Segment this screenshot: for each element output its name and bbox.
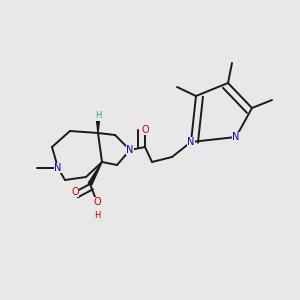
Text: H: H xyxy=(94,211,100,220)
Text: N: N xyxy=(232,132,240,142)
Polygon shape xyxy=(96,116,100,133)
Text: O: O xyxy=(93,197,101,207)
Text: H: H xyxy=(95,112,101,121)
Polygon shape xyxy=(88,162,102,185)
Text: N: N xyxy=(54,163,62,173)
Text: O: O xyxy=(71,187,79,197)
Text: N: N xyxy=(126,145,134,155)
Text: N: N xyxy=(187,137,195,147)
Text: O: O xyxy=(141,125,149,135)
